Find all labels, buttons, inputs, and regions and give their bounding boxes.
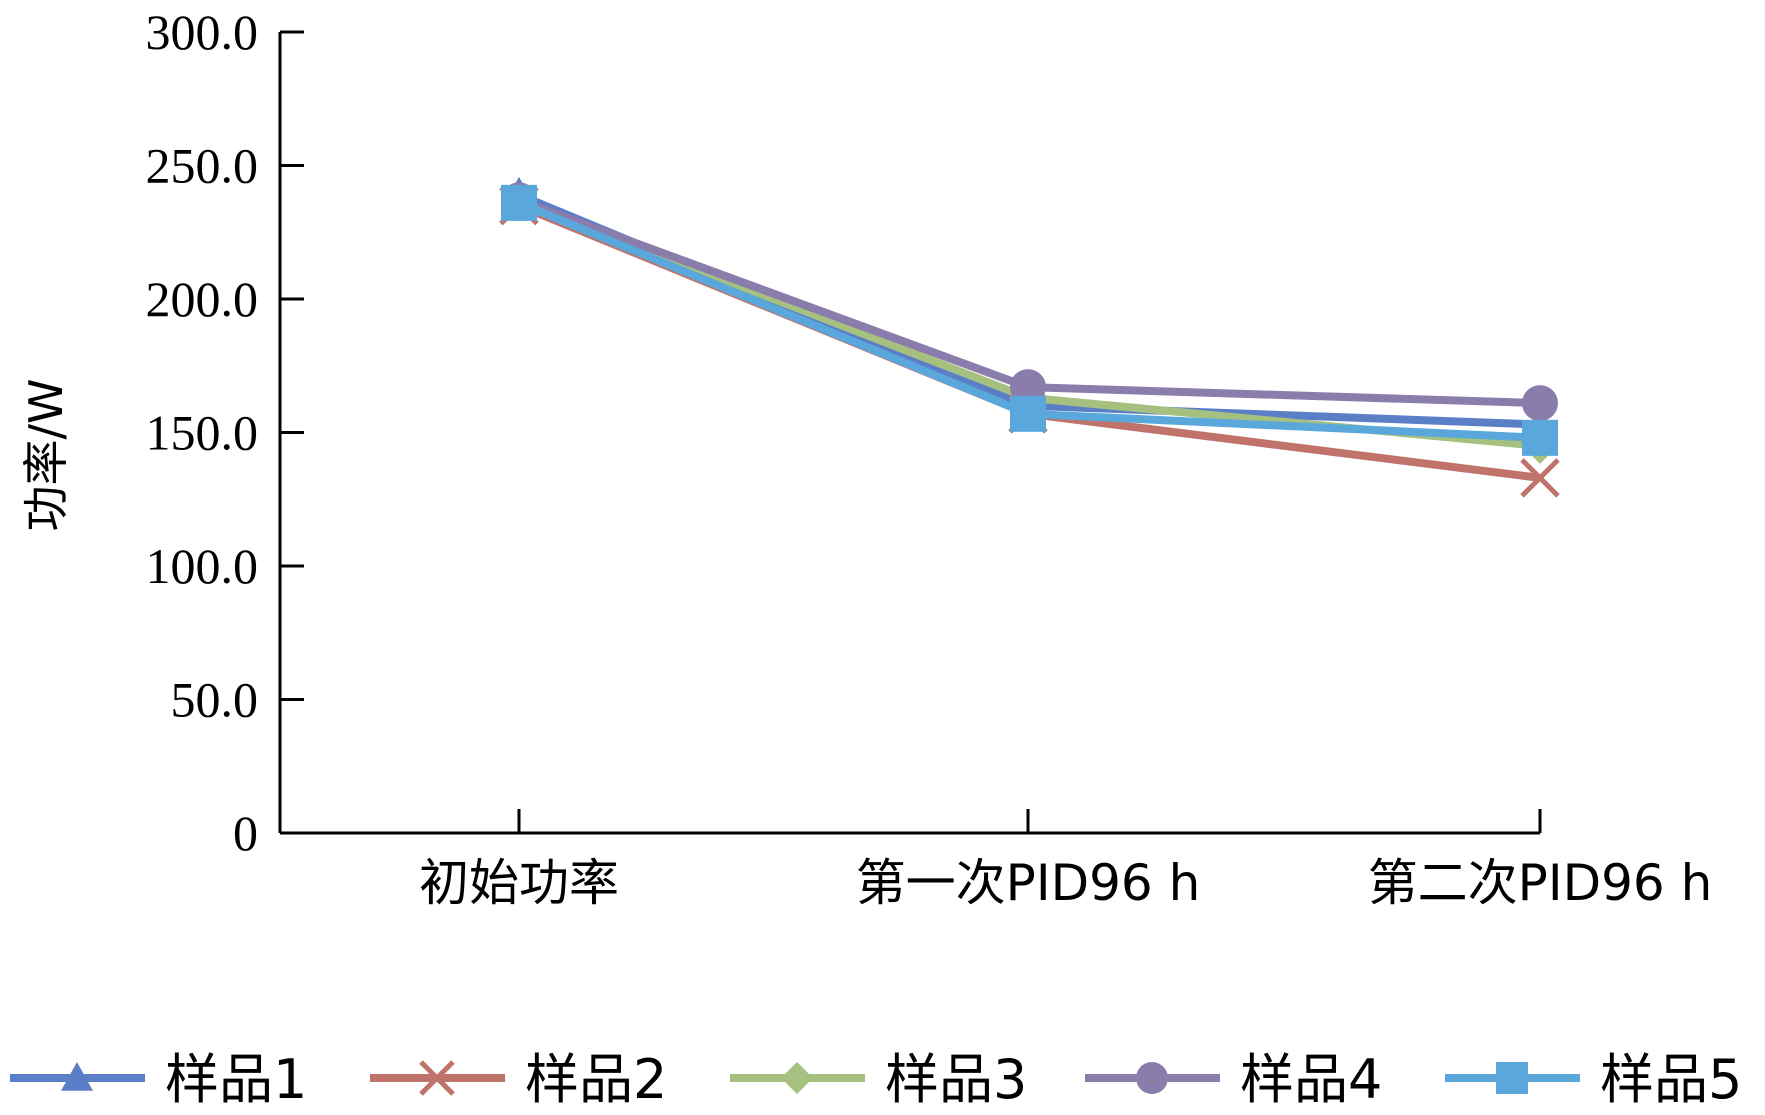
y-tick-label: 150.0 — [146, 405, 259, 461]
y-axis-title: 功率/W — [19, 379, 73, 532]
x-tick-label: 第二次PID96 h — [1368, 854, 1713, 912]
series-样品2 — [499, 185, 1560, 498]
data-point — [1522, 385, 1558, 422]
y-tick-label: 300.0 — [146, 4, 259, 60]
legend-item: 样品5 — [1445, 1048, 1742, 1111]
y-tick-label: 50.0 — [171, 672, 259, 728]
legend-item: 样品2 — [370, 1048, 667, 1111]
x-tick-label: 第一次PID96 h — [856, 854, 1201, 912]
data-point — [501, 184, 537, 221]
data-point — [1010, 395, 1046, 432]
legend-label: 样品5 — [1600, 1048, 1742, 1111]
legend-label: 样品1 — [165, 1048, 307, 1111]
data-point — [1520, 458, 1560, 498]
series-line — [517, 201, 1541, 482]
legend-item: 样品3 — [730, 1048, 1027, 1111]
data-point — [61, 1062, 93, 1091]
data-point — [1496, 1062, 1528, 1094]
data-point — [419, 1060, 455, 1096]
data-point — [781, 1062, 813, 1094]
y-tick-label: 200.0 — [146, 271, 259, 327]
y-tick-label: 100.0 — [146, 538, 259, 594]
y-ticks: 0 50.0 100.0 150.0 200.0 250.0 300.0 — [146, 4, 304, 861]
y-tick-label: 0 — [233, 805, 258, 861]
x-ticks: 初始功率 第一次PID96 h 第二次PID96 h — [419, 809, 1712, 912]
legend-label: 样品4 — [1240, 1048, 1382, 1111]
legend: 样品1 样品2 样品3 样品4 样品5 — [10, 1048, 1742, 1111]
legend-label: 样品3 — [885, 1048, 1027, 1111]
x-tick-label: 初始功率 — [419, 854, 619, 912]
data-point — [1522, 419, 1558, 456]
legend-item: 样品1 — [10, 1048, 307, 1111]
legend-label: 样品2 — [525, 1048, 667, 1111]
series-样品4 — [501, 182, 1558, 422]
y-tick-label: 250.0 — [146, 138, 259, 194]
series-样品5 — [501, 184, 1558, 456]
legend-item: 样品4 — [1085, 1048, 1382, 1111]
data-point — [1136, 1062, 1168, 1094]
series-layer — [499, 176, 1560, 498]
